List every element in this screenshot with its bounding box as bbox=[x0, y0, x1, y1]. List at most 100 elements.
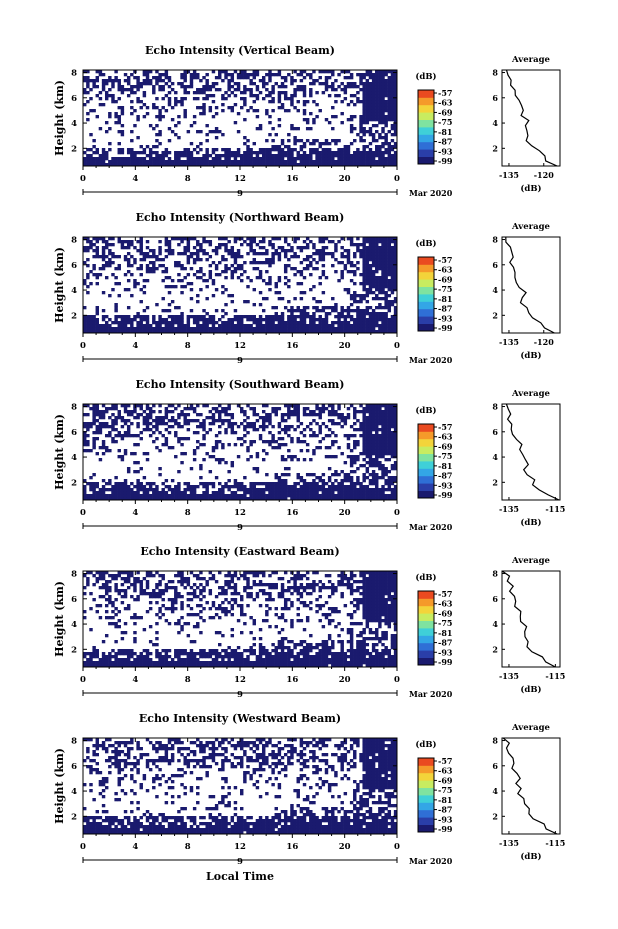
heatmap-cell bbox=[387, 482, 392, 486]
heatmap-cell bbox=[309, 330, 313, 334]
heatmap-cell bbox=[252, 288, 256, 292]
heatmap-cell bbox=[327, 485, 332, 489]
heatmap-cell bbox=[230, 494, 235, 498]
heatmap-cell bbox=[315, 139, 319, 143]
heatmap-cell bbox=[224, 258, 228, 262]
heatmap-cell bbox=[83, 91, 87, 95]
heatmap-cell bbox=[142, 291, 147, 295]
heatmap-cell bbox=[293, 88, 297, 92]
heatmap-cell bbox=[393, 479, 398, 483]
heatmap-cell bbox=[393, 94, 398, 98]
heatmap-cell bbox=[92, 163, 96, 167]
heatmap-cell bbox=[189, 491, 194, 495]
heatmap-cell bbox=[378, 157, 382, 161]
heatmap-cell bbox=[130, 422, 134, 426]
heatmap-cell bbox=[359, 115, 363, 119]
heatmap-cell bbox=[104, 261, 109, 265]
heatmap-cell bbox=[174, 124, 178, 128]
heatmap-cell bbox=[309, 148, 313, 152]
heatmap-cell bbox=[346, 479, 351, 483]
heatmap-cell bbox=[340, 327, 344, 331]
heatmap-cell bbox=[130, 413, 134, 417]
heatmap-cell bbox=[142, 658, 147, 662]
x-tick-label: 0 bbox=[394, 341, 400, 351]
heatmap-cell bbox=[381, 240, 385, 244]
heatmap-cell bbox=[384, 70, 388, 74]
heatmap-cell bbox=[133, 315, 137, 319]
heatmap-cell bbox=[111, 655, 115, 659]
heatmap-cell bbox=[177, 661, 181, 665]
heatmap-cell bbox=[148, 249, 153, 253]
heatmap-cell bbox=[268, 491, 272, 495]
heatmap-cell bbox=[126, 434, 131, 438]
heatmap-cell bbox=[378, 91, 382, 95]
heatmap-cell bbox=[177, 485, 181, 489]
heatmap-cell bbox=[271, 258, 275, 262]
heatmap-cell bbox=[227, 85, 231, 89]
heatmap-cell bbox=[299, 261, 304, 265]
heatmap-cell bbox=[356, 488, 360, 492]
heatmap-cell bbox=[293, 321, 297, 325]
heatmap-cell bbox=[324, 324, 329, 328]
heatmap-cell bbox=[362, 258, 366, 262]
heatmap-cell bbox=[271, 85, 275, 89]
heatmap-cell bbox=[283, 91, 288, 95]
heatmap-cell bbox=[202, 324, 206, 328]
heatmap-cell bbox=[271, 252, 275, 256]
heatmap-cell bbox=[89, 79, 93, 83]
profile-y-tick-label: 8 bbox=[492, 402, 498, 412]
heatmap-cell bbox=[249, 148, 253, 152]
heatmap-cell bbox=[92, 327, 96, 331]
heatmap-cell bbox=[186, 664, 191, 668]
heatmap-cell bbox=[199, 482, 203, 486]
heatmap-cell bbox=[362, 434, 366, 438]
heatmap-cell bbox=[177, 497, 181, 501]
heatmap-cell bbox=[378, 73, 382, 77]
heatmap-cell bbox=[346, 82, 351, 86]
heatmap-cell bbox=[387, 261, 392, 265]
heatmap-cell bbox=[337, 488, 341, 492]
heatmap-cell bbox=[233, 252, 238, 256]
heatmap-cell bbox=[365, 73, 370, 77]
heatmap-cell bbox=[387, 70, 392, 74]
heatmap-cell bbox=[381, 443, 385, 447]
heatmap-cell bbox=[86, 246, 90, 250]
heatmap-cell bbox=[214, 252, 219, 256]
heatmap-cell bbox=[371, 252, 376, 256]
heatmap-cell bbox=[189, 404, 194, 408]
heatmap-cell bbox=[277, 330, 282, 334]
heatmap-cell bbox=[164, 440, 169, 444]
heatmap-cell bbox=[381, 252, 385, 256]
heatmap-cell bbox=[136, 577, 140, 581]
heatmap-cell bbox=[321, 330, 326, 334]
heatmap-cell bbox=[148, 422, 153, 426]
heatmap-cell bbox=[324, 246, 329, 250]
heatmap-cell bbox=[123, 327, 128, 331]
x-tick-label: 12 bbox=[234, 341, 246, 351]
heatmap-cell bbox=[327, 160, 332, 164]
heatmap-cell bbox=[158, 491, 162, 495]
heatmap-cell bbox=[318, 324, 322, 328]
heatmap-cell bbox=[130, 327, 134, 331]
heatmap-cell bbox=[356, 91, 360, 95]
heatmap-cell bbox=[246, 404, 250, 408]
heatmap-cell bbox=[387, 145, 392, 149]
heatmap-cell bbox=[111, 288, 115, 292]
heatmap-cell bbox=[283, 327, 288, 331]
heatmap-cell bbox=[130, 571, 134, 575]
heatmap-cell bbox=[387, 282, 392, 286]
heatmap-cell bbox=[393, 437, 398, 441]
heatmap-cell bbox=[343, 163, 348, 167]
heatmap-cell bbox=[343, 330, 348, 334]
heatmap-cell bbox=[378, 416, 382, 420]
heatmap-cell bbox=[224, 312, 228, 316]
heatmap-cell bbox=[340, 273, 344, 277]
heatmap-cell bbox=[346, 306, 351, 310]
heatmap-cell bbox=[271, 327, 275, 331]
heatmap-cell bbox=[268, 488, 272, 492]
heatmap-cell bbox=[192, 73, 197, 77]
heatmap-cell bbox=[133, 586, 137, 590]
heatmap-cell bbox=[83, 318, 87, 322]
heatmap-cell bbox=[214, 112, 219, 116]
heatmap-cell bbox=[240, 70, 244, 74]
